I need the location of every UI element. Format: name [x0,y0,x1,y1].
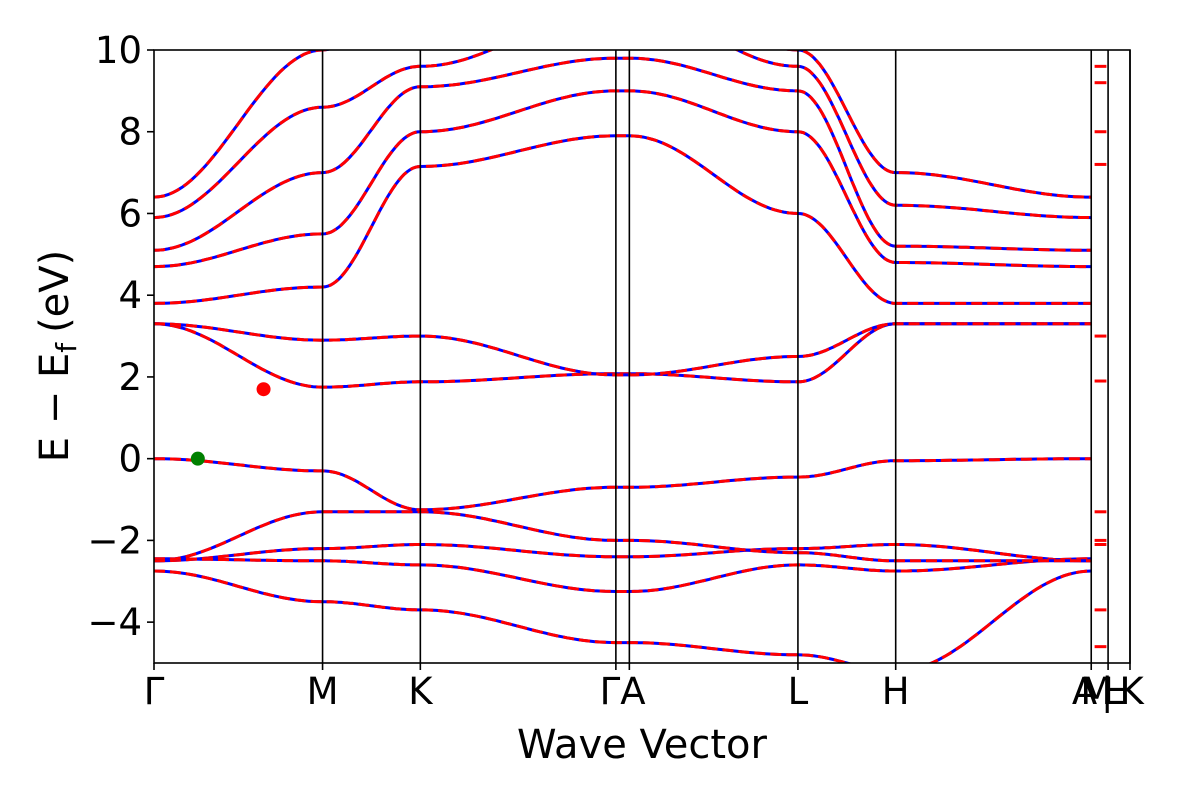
y-axis-label-main: E − E [32,353,78,463]
band-reference-11 [154,50,1092,199]
y-axis-label-sub: f [50,342,83,353]
y-tick-label-0: −4 [87,601,142,644]
band-reference-1 [154,543,1092,563]
band-prediction-4 [154,457,1092,512]
band-reference-2 [154,557,1092,593]
y-axis-label-unit: (eV) [32,250,78,333]
x-tick-label-9: L [1103,670,1124,713]
band-prediction-7 [154,134,1092,305]
band-reference-6 [154,322,1092,377]
y-axis-ticks: −4 −2 0 2 4 6 8 10 [87,29,154,644]
y-tick-label-2: 0 [118,438,142,481]
x-tick-label-0: Γ [144,670,165,713]
x-tick-label-3: ΓA [600,670,646,713]
extremum-marker-1 [256,382,271,397]
x-axis-ticks: Γ M K ΓA L H AM|LHK [144,663,1146,713]
x-tick-label-8: | [1101,670,1113,713]
extremum-marker-0 [190,451,205,466]
extrema-markers [190,382,271,466]
band-reference-5 [154,322,1092,389]
x-tick-label-11: K [1120,670,1146,713]
band-prediction-0 [154,569,1092,663]
x-tick-label-10: H [1103,670,1131,713]
x-tick-label-2: K [408,670,434,713]
band-prediction-1 [154,543,1092,563]
band-reference-4 [154,457,1092,512]
band-reference-7 [154,134,1092,305]
y-tick-label-5: 6 [118,192,142,235]
x-tick-label-5: H [882,670,910,713]
band-prediction-2 [154,557,1092,593]
x-tick-label-4: L [788,670,809,713]
band-prediction-5 [154,322,1092,389]
y-tick-label-4: 4 [118,274,142,317]
band-prediction-3 [154,510,1092,563]
x-tick-label-1: M [307,670,339,713]
y-tick-label-7: 10 [95,29,142,72]
band-prediction-11 [154,50,1092,199]
x-tick-label-7: M [1080,670,1112,713]
band-prediction-9 [154,56,1092,252]
band-reference-9 [154,56,1092,252]
band-reference-3 [154,510,1092,563]
y-tick-label-3: 2 [118,356,142,399]
x-tick-label-6: A [1072,670,1097,713]
band-reference-0 [154,569,1092,663]
high-symmetry-lines [321,50,1131,663]
y-tick-label-6: 8 [118,111,142,154]
band-lines [154,50,1107,663]
x-axis-label: Wave Vector [517,722,768,768]
y-axis-label: E − Ef (eV) [32,250,83,463]
band-prediction-8 [154,89,1092,269]
band-prediction-6 [154,322,1092,377]
y-tick-label-1: −2 [87,519,142,562]
plot-frame [153,49,1131,664]
band-prediction-10 [154,50,1092,220]
